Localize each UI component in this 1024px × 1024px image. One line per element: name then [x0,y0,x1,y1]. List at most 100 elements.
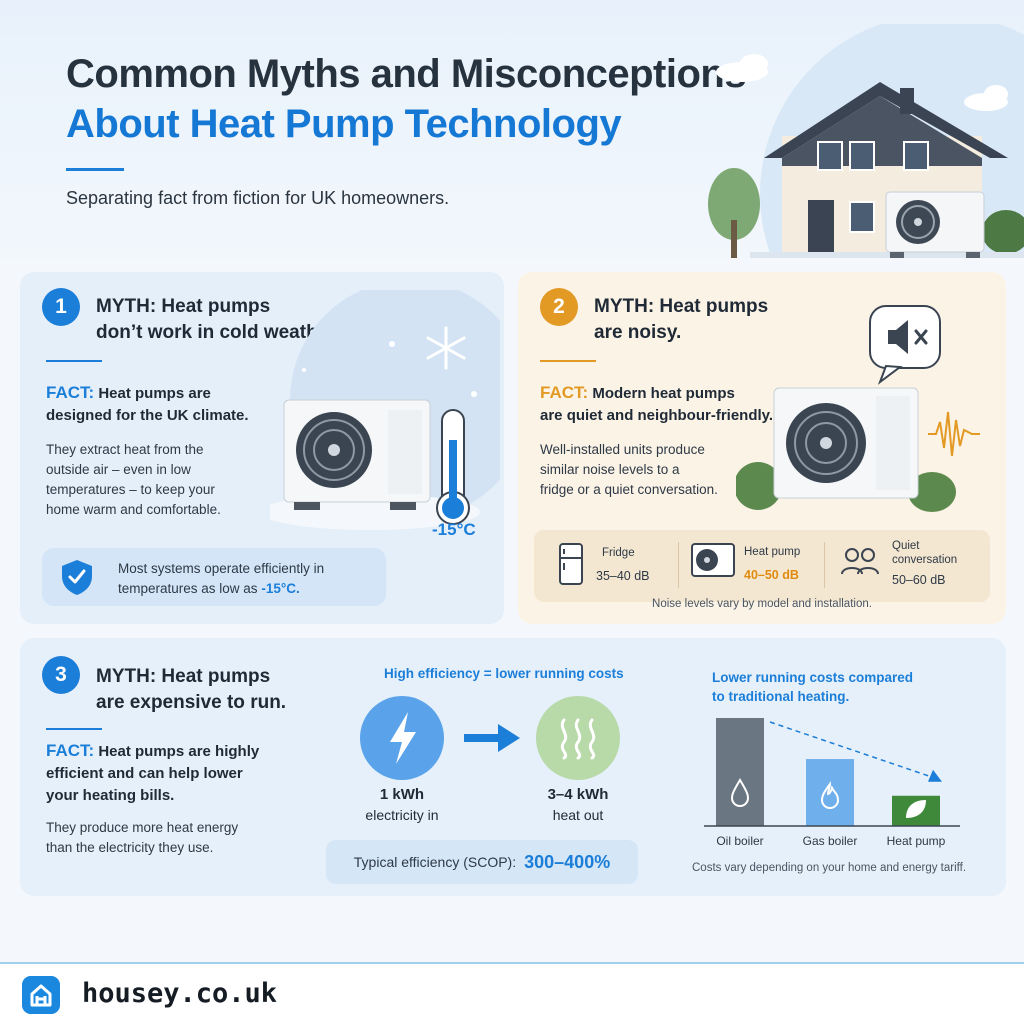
cost-note: Costs vary depending on your home and en… [692,862,967,874]
divider [824,542,825,588]
temperature-label: -15°C [432,520,476,539]
noise-comparison: Fridge 35–40 dB Heat pump 40–50 dB Quiet… [534,530,990,602]
body-line: than the electricity they use. [46,840,214,855]
noise-item-name: Heat pump [744,546,801,558]
trend-arrow [769,721,935,779]
myth-heading-line-1: MYTH: Heat pumps [96,296,271,317]
fact-label: FACT: [540,383,589,402]
info-temperature: -15°C. [261,581,300,596]
arrow-right-icon [464,724,520,752]
body-line: Well-installed units produce [540,442,705,457]
fact-line-1: Heat pumps are [98,385,211,402]
noise-item-value: 35–40 dB [596,569,650,583]
myth-heading: MYTH: Heat pumps are noisy. [594,294,768,346]
scop-callout: Typical efficiency (SCOP): 300–400% [326,840,638,884]
muted-speaker-icon [869,305,941,385]
noise-note: Noise levels vary by model and installat… [652,598,872,610]
sound-wave-icon [928,411,980,457]
fact-statement: FACT: Modern heat pumps are quiet and ne… [540,382,773,427]
energy-output: 3–4 kWh heat out [528,784,628,825]
fact-line-2: are quiet and neighbour-friendly. [540,407,774,424]
page-title-line-2: About Heat Pump Technology [66,102,622,146]
house-illustration [708,24,1024,258]
cost-title-line-2: to traditional heating. [712,689,850,704]
cost-chart-title: Lower running costs compared to traditio… [712,668,952,706]
myth-heading: MYTH: Heat pumps are expensive to run. [96,664,286,716]
fridge-icon [559,543,583,585]
body-line: home warm and comfortable. [46,502,221,517]
heat-pump-icon [691,543,735,577]
quiet-unit-illustration [736,305,980,512]
myth-number-badge: 1 [42,288,80,326]
info-callout: Most systems operate efficiently in temp… [42,548,386,606]
info-line-2: temperatures as low as [118,581,258,596]
info-line-1: Most systems operate efficiently in [118,561,325,576]
bar-category-label: Heat pump [886,834,946,848]
cost-bar-chart [704,718,960,827]
cost-title-line-1: Lower running costs compared [712,670,914,685]
info-callout-text: Most systems operate efficiently in temp… [118,559,324,599]
heat-waves-icon [560,718,596,760]
noise-item-name-line-2: conversation [892,554,958,566]
section-divider [540,360,596,362]
myth-heading-line-1: MYTH: Heat pumps [594,296,769,317]
fact-label: FACT: [46,383,95,402]
cold-weather-illustration [270,290,500,530]
brand-name: housey.co.uk [82,978,278,1009]
shield-check-icon [62,560,92,595]
body-line: They produce more heat energy [46,820,239,835]
fact-line-2: designed for the UK climate. [46,407,249,424]
thermometer-icon [436,409,470,525]
fact-explanation: Well-installed units produce similar noi… [540,440,718,500]
noise-item-value: 50–60 dB [892,573,946,587]
energy-input-label: electricity in [365,807,439,823]
myth-heading-line-2: don’t work in cold weather. [96,322,340,343]
noise-item-value: 40–50 dB [744,568,799,582]
scop-value: 300–400% [524,851,611,872]
fact-line-3: your heating bills. [46,787,175,804]
title-underline [66,168,124,171]
fact-label: FACT: [46,741,95,760]
hero-header: Common Myths and Misconceptions About He… [0,0,1024,258]
noise-item-name: Fridge [602,547,635,559]
fact-line-1: Modern heat pumps [592,385,735,402]
body-line: outside air – even in low [46,462,191,477]
page-title-line-1: Common Myths and Misconceptions [66,52,747,96]
myth-number-badge: 2 [540,288,578,326]
efficiency-title: High efficiency = lower running costs [384,666,624,681]
cost-bar [716,718,764,826]
energy-output-value: 3–4 kWh [547,786,609,803]
body-line: similar noise levels to a [540,462,680,477]
footer: housey.co.uk [0,964,1024,1024]
fact-line-1: Heat pumps are highly [98,743,260,760]
scop-label: Typical efficiency (SCOP): [353,854,517,870]
fact-statement: FACT: Heat pumps are designed for the UK… [46,382,249,427]
myth-heading-line-2: are noisy. [594,322,682,343]
body-line: They extract heat from the [46,442,204,457]
people-icon [841,548,879,575]
divider [678,542,679,588]
section-divider [46,360,102,362]
fact-line-2: efficient and can help lower [46,765,243,782]
heat-circle [536,696,620,780]
body-line: temperatures – to keep your [46,482,215,497]
fact-explanation: They extract heat from the outside air –… [46,440,221,520]
footer-divider [0,962,1024,964]
noise-item-name-line-1: Quiet [892,540,920,552]
energy-output-label: heat out [552,807,604,823]
energy-input: 1 kWh electricity in [352,784,452,825]
house-logo-icon [22,976,60,1014]
body-line: fridge or a quiet conversation. [540,482,718,497]
fact-statement: FACT: Heat pumps are highly efficient an… [46,740,259,807]
myth-heading: MYTH: Heat pumps don’t work in cold weat… [96,294,340,346]
energy-input-value: 1 kWh [379,786,425,803]
snowflake-icon [426,326,466,370]
bar-category-label: Gas boiler [802,834,858,848]
lightning-icon [390,712,416,764]
fact-explanation: They produce more heat energy than the e… [46,818,238,858]
myth-heading-line-2: are expensive to run. [96,692,287,713]
efficiency-diagram [360,696,620,780]
page-subtitle: Separating fact from fiction for UK home… [66,188,450,208]
bar-category-label: Oil boiler [716,834,764,848]
myth-number-badge: 3 [42,656,80,694]
